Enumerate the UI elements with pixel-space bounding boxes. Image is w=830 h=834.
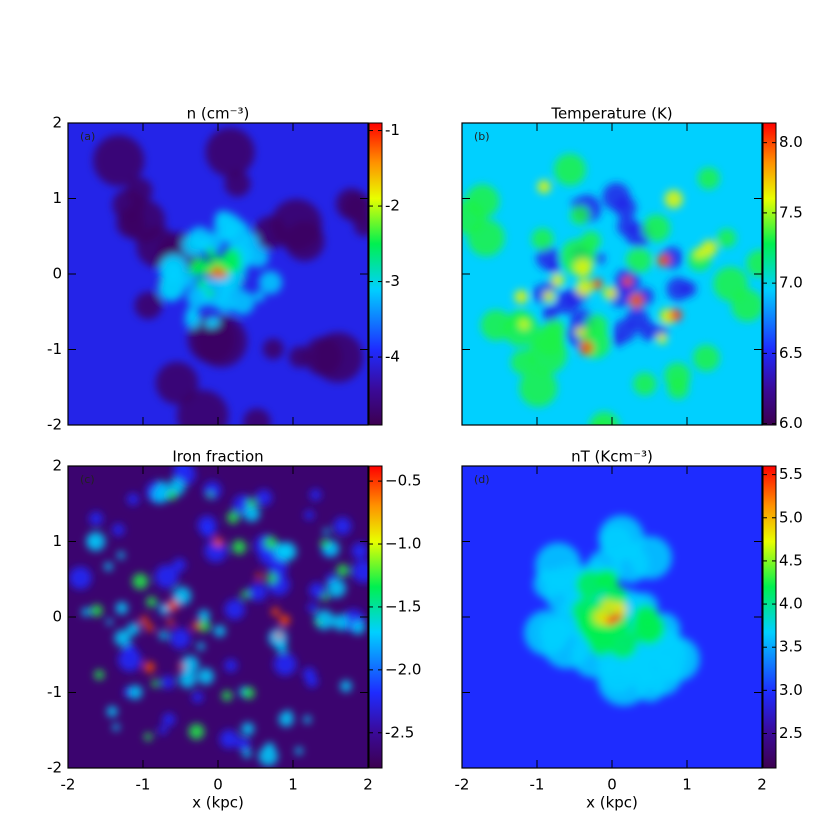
- map-image: [68, 466, 368, 768]
- colorbar-tick-label: 6.0: [779, 414, 803, 432]
- x-axis-label: x (kpc): [192, 794, 244, 812]
- x-axis-label: x (kpc): [586, 794, 638, 812]
- colorbar-tick-label: 6.5: [779, 344, 803, 362]
- colorbar: [368, 122, 383, 426]
- y-tick-label: -1: [47, 683, 62, 701]
- y-tick-label: 1: [52, 189, 62, 207]
- colorbar: [762, 122, 777, 426]
- x-tick-label: -2: [61, 776, 76, 794]
- colorbar-tick-label: 4.0: [779, 595, 803, 613]
- map-texture: [462, 153, 762, 425]
- x-tick-label: 0: [607, 776, 617, 794]
- x-tick-label: 0: [213, 776, 223, 794]
- y-tick-label: 1: [52, 532, 62, 550]
- y-tick-label: 0: [52, 608, 62, 626]
- map-image: [462, 466, 762, 768]
- panel-label: (c): [80, 473, 95, 486]
- panel-title: Iron fraction: [172, 448, 263, 466]
- panel: -2 -1 0 1 2 -2 -1 0 1 2 Iron fraction (c) x (kpc) -2.…: [47, 448, 421, 812]
- map-image: [462, 123, 762, 425]
- x-tick-label: 2: [757, 776, 767, 794]
- panel-title: Temperature (K): [550, 105, 672, 123]
- x-tick-label: 1: [682, 776, 692, 794]
- panel: -2 -1 0 1 2 nT (Kcm⁻³) (d) x (kpc) 2.5 3.0 3.5 4.0 4…: [455, 448, 803, 812]
- map-image: [68, 123, 368, 425]
- x-tick-label: 1: [288, 776, 298, 794]
- colorbar-tick-label: 4.5: [779, 551, 803, 569]
- colorbar: [762, 465, 777, 769]
- colorbar-tick-label: 8.0: [779, 133, 803, 151]
- colorbar-tick-label: -3: [385, 272, 400, 290]
- colorbar: [368, 465, 383, 769]
- colorbar-tick-label: −2.0: [385, 660, 421, 678]
- colorbar-tick-label: 5.0: [779, 508, 803, 526]
- colorbar-tick-label: −1.0: [385, 535, 421, 553]
- colorbar-tick-label: 7.0: [779, 274, 803, 292]
- panel: -2 -1 0 1 2 n (cm⁻³) (a) -4 -3 -2 -1: [47, 105, 400, 434]
- colorbar-tick-label: 7.5: [779, 203, 803, 221]
- colorbar-tick-label: -1: [385, 121, 400, 139]
- panel-label: (b): [474, 130, 490, 143]
- colorbar-tick-label: 3.5: [779, 638, 803, 656]
- map-texture: [68, 466, 368, 766]
- panel-label: (a): [80, 130, 95, 143]
- panel-title: nT (Kcm⁻³): [571, 448, 653, 466]
- colorbar-tick-label: -2.5: [385, 723, 414, 741]
- map-texture: [524, 515, 700, 706]
- y-tick-label: 2: [52, 457, 62, 475]
- colorbar-tick-label: -2: [385, 197, 400, 215]
- y-tick-label: 2: [52, 114, 62, 132]
- y-tick-label: -1: [47, 340, 62, 358]
- colorbar-tick-label: −0.5: [385, 472, 421, 490]
- y-tick-label: -2: [47, 759, 62, 777]
- y-tick-label: 0: [52, 265, 62, 283]
- x-tick-label: -1: [136, 776, 151, 794]
- colorbar-tick-label: 5.5: [779, 465, 803, 483]
- colorbar-tick-label: 2.5: [779, 724, 803, 742]
- y-tick-label: -2: [47, 416, 62, 434]
- x-tick-label: -1: [530, 776, 545, 794]
- panel-title: n (cm⁻³): [187, 105, 250, 123]
- panel-label: (d): [474, 473, 490, 486]
- colorbar-tick-label: -4: [385, 348, 400, 366]
- x-tick-label: 2: [363, 776, 373, 794]
- x-tick-label: -2: [455, 776, 470, 794]
- panel: Temperature (K) (b) 6.0 6.5 7.0 7.5 8.0: [461, 105, 803, 432]
- map-texture: [93, 127, 368, 425]
- colorbar-tick-label: −1.5: [385, 597, 421, 615]
- colorbar-tick-label: 3.0: [779, 681, 803, 699]
